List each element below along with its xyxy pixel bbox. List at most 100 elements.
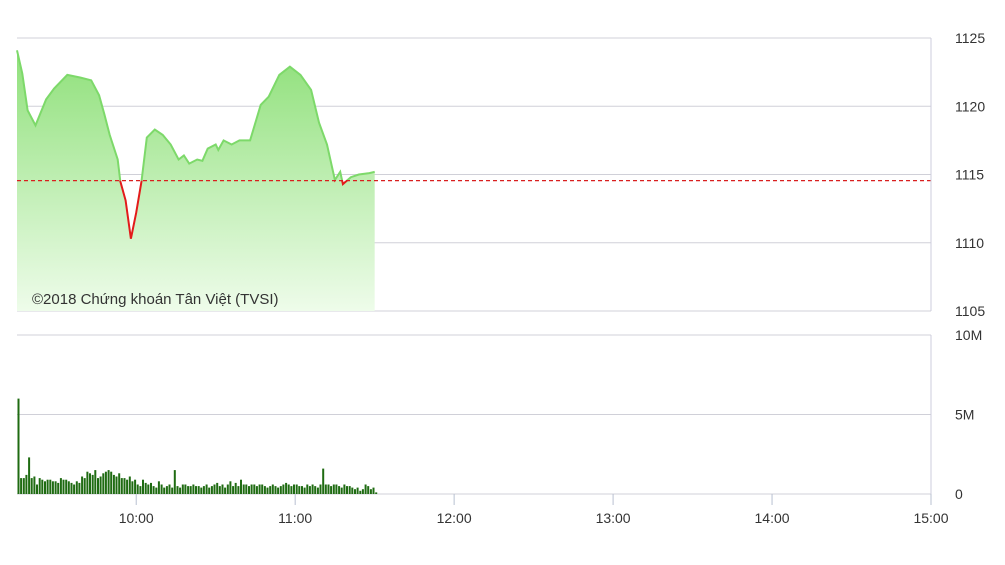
- price-line-above-reference: [16, 50, 375, 181]
- volume-y-ticks: 10M 5M 0: [955, 327, 982, 502]
- volume-bar: [229, 481, 232, 494]
- x-axis-ticks: 10:00 11:00 12:00 13:00 14:00 15:00: [119, 494, 949, 526]
- volume-bar: [62, 479, 65, 494]
- volume-bar: [338, 486, 341, 494]
- volume-bar: [308, 486, 311, 494]
- volume-bar: [30, 478, 33, 494]
- x-tick-label: 14:00: [755, 510, 790, 526]
- volume-bar: [361, 489, 364, 494]
- volume-bar: [192, 484, 195, 494]
- volume-bar: [303, 487, 306, 494]
- volume-tick-label: 0: [955, 486, 963, 502]
- volume-bar: [97, 478, 99, 494]
- volume-bar: [51, 481, 54, 494]
- volume-bar: [354, 489, 356, 494]
- volume-bar: [28, 457, 31, 494]
- volume-bar: [99, 476, 102, 494]
- volume-bar: [359, 490, 362, 494]
- volume-bar: [279, 486, 282, 494]
- volume-bar: [369, 489, 372, 494]
- volume-bar: [22, 478, 25, 494]
- volume-tick-label: 5M: [955, 407, 974, 423]
- volume-bar: [54, 481, 57, 494]
- volume-bar: [348, 486, 351, 494]
- volume-bar: [157, 481, 160, 494]
- volume-bar: [41, 479, 44, 494]
- volume-bar: [184, 484, 187, 494]
- volume-bar: [57, 482, 60, 494]
- volume-bar: [115, 476, 118, 494]
- volume-bar: [123, 478, 126, 494]
- volume-bar: [110, 471, 113, 494]
- volume-bar: [165, 486, 168, 494]
- volume-bar: [67, 481, 70, 494]
- volume-bar: [335, 484, 338, 494]
- volume-bar: [189, 486, 192, 494]
- volume-bar: [367, 486, 370, 494]
- volume-bar: [224, 487, 227, 494]
- volume-bar: [120, 478, 123, 494]
- volume-bar: [38, 478, 41, 494]
- volume-bar: [44, 481, 46, 494]
- volume-tick-label: 10M: [955, 327, 982, 343]
- volume-bar: [237, 486, 240, 494]
- x-tick-label: 15:00: [913, 510, 948, 526]
- volume-bar: [375, 492, 378, 494]
- volume-bar: [144, 482, 147, 494]
- volume-bar: [269, 486, 272, 494]
- volume-bar: [226, 484, 229, 494]
- volume-bar: [91, 474, 94, 494]
- volume-bar: [258, 484, 261, 494]
- price-tick-label: 1125: [955, 30, 985, 46]
- volume-bar: [261, 484, 264, 494]
- volume-bar: [314, 486, 317, 494]
- volume-bar: [242, 484, 245, 494]
- volume-bar: [293, 484, 295, 494]
- volume-bar: [173, 470, 176, 494]
- volume-bar: [240, 479, 242, 494]
- volume-bar: [94, 470, 97, 494]
- price-tick-label: 1115: [955, 167, 984, 183]
- volume-bar: [128, 476, 131, 494]
- watermark: ©2018 Chứng khoán Tân Việt (TVSI): [32, 291, 279, 308]
- volume-bar: [73, 484, 76, 494]
- volume-bar: [255, 486, 258, 494]
- volume-bar: [49, 479, 52, 494]
- volume-bar: [372, 487, 375, 494]
- volume-bar: [176, 486, 179, 494]
- volume-bar: [36, 484, 38, 494]
- volume-bar: [75, 481, 78, 494]
- volume-gridlines: [17, 334, 931, 495]
- volume-bar: [306, 484, 309, 494]
- volume-bar: [208, 487, 211, 494]
- volume-bar: [136, 484, 139, 494]
- volume-bar: [33, 476, 36, 494]
- volume-bar: [351, 487, 354, 494]
- volume-bar: [295, 484, 298, 494]
- volume-bar: [327, 484, 330, 494]
- volume-bar: [266, 487, 269, 494]
- volume-bar: [332, 484, 335, 494]
- volume-bar: [17, 398, 20, 494]
- volume-bar: [290, 486, 293, 494]
- volume-bar: [59, 478, 62, 494]
- volume-bar: [65, 479, 68, 494]
- volume-bar: [271, 484, 274, 494]
- volume-bar: [168, 484, 171, 494]
- volume-bar: [131, 481, 134, 494]
- volume-bar: [250, 484, 253, 494]
- volume-bar: [118, 473, 121, 494]
- volume-bar: [107, 470, 110, 494]
- volume-bar: [187, 486, 190, 494]
- volume-bar: [245, 484, 248, 494]
- volume-bars: [17, 398, 378, 494]
- volume-bar: [104, 471, 107, 494]
- volume-bar: [274, 486, 277, 494]
- volume-bar: [234, 482, 237, 494]
- volume-bar: [139, 486, 142, 494]
- volume-bar: [322, 468, 325, 494]
- volume-bar: [155, 487, 158, 494]
- volume-bar: [78, 482, 81, 494]
- volume-bar: [81, 476, 84, 494]
